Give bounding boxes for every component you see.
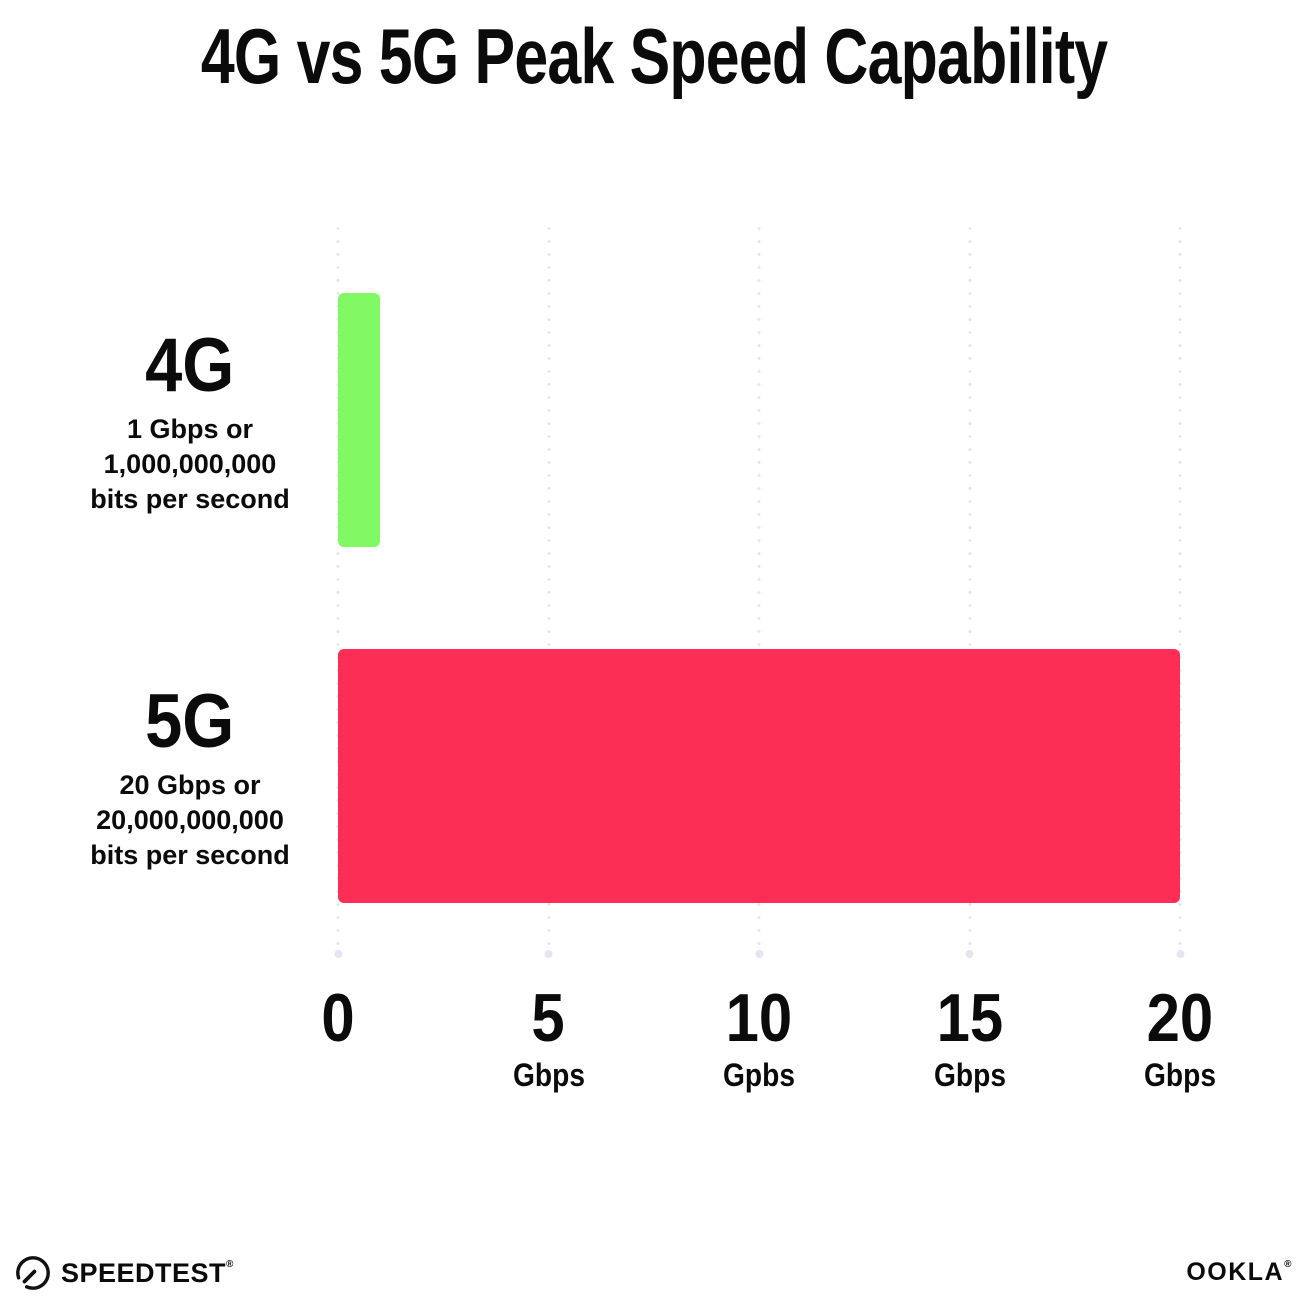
category-description-4g: 1 Gbps or 1,000,000,000 bits per second [40,412,340,517]
category-name-5g: 5G [145,679,235,764]
category-description-5g: 20 Gbps or 20,000,000,000 bits per secon… [40,768,340,873]
gridline-10 [757,222,761,950]
category-name-4g: 4G [145,323,235,408]
chart-title: 4G vs 5G Peak Speed Capability [0,12,1308,100]
gridline-5 [547,222,550,950]
gridline-0 [336,222,340,950]
description-line: 1 Gbps or [126,414,254,444]
axis-tick-20: 20 Gbps [1144,980,1216,1093]
description-line: 1,000,000,000 [103,449,277,479]
description-line: 20,000,000,000 [96,805,284,835]
speedtest-logo: SPEEDTEST® [14,1254,234,1292]
axis-tick-10: 10 Gpbs [723,980,795,1093]
description-line: bits per second [90,484,290,514]
gridline-15 [968,222,971,950]
ookla-wordmark: OOKLA [1186,1258,1285,1286]
speedtest-gauge-icon [14,1254,52,1292]
chart-title-text: 4G vs 5G Peak Speed Capability [200,12,1108,100]
ookla-logo: OOKLA® [1186,1258,1293,1287]
plot-area [336,222,1182,950]
speedtest-wordmark: SPEEDTEST® [61,1257,234,1288]
description-line: bits per second [90,840,290,870]
registered-mark: ® [1284,1259,1293,1270]
bar-4g [338,293,381,547]
gridline-20 [1178,222,1182,950]
description-line: 20 Gbps or [119,770,261,800]
x-axis: 0 5 Gbps 10 Gpbs 15 Gbps 20 Gbps [321,980,1216,1104]
axis-tick-5: 5 Gbps [512,980,585,1093]
axis-tick-15: 15 Gbps [933,980,1006,1093]
category-label-5g: 5G 20 Gbps or 20,000,000,000 bits per se… [40,684,340,873]
category-label-4g: 4G 1 Gbps or 1,000,000,000 bits per seco… [40,328,340,517]
bar-5g [338,649,1180,903]
axis-tick-0: 0 [321,980,355,1056]
registered-mark: ® [226,1258,234,1270]
